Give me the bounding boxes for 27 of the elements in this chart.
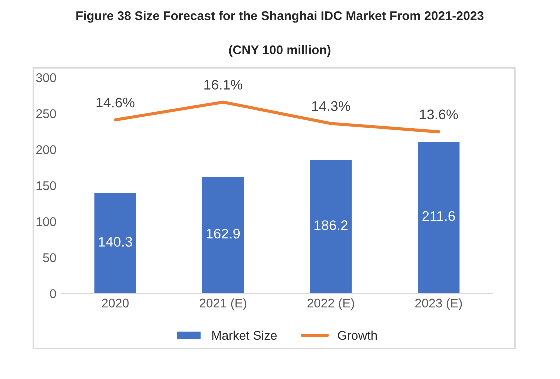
y-tick-label: 50 [43, 254, 56, 262]
bar [416, 140, 462, 294]
data-label: 186.2 [314, 220, 348, 230]
data-label: 162.9 [206, 228, 240, 239]
bar [308, 158, 354, 294]
bar [93, 192, 138, 294]
chart-title: Figure 38 Size Forecast for the Shanghai IDC Market From 2021-2023 [76, 11, 484, 23]
legend-label: Growth [338, 330, 378, 340]
legend-label: Market Size [212, 330, 277, 340]
x-tick-label: 2022 (E) [308, 298, 354, 310]
y-tick-label: 250 [36, 110, 56, 118]
y-tick-label: 150 [36, 182, 56, 190]
y-tick-label: 100 [36, 218, 56, 226]
y-tick-label: 300 [36, 73, 56, 82]
data-label: 13.6% [420, 110, 458, 120]
bar [201, 176, 246, 294]
data-label: 16.1% [204, 80, 242, 90]
data-label: 140.3 [99, 237, 132, 247]
y-tick-label: 200 [36, 146, 56, 154]
x-tick-label: 2023 (E) [416, 298, 462, 310]
data-label: 14.6% [96, 98, 135, 108]
chart-subtitle: (CNY 100 million) [229, 45, 331, 57]
data-label: 14.3% [312, 101, 350, 112]
y-tick-label: 0 [50, 290, 56, 298]
x-tick-label: 2020 [102, 298, 129, 308]
data-label: 211.6 [422, 211, 456, 222]
x-tick-label: 2021 (E) [200, 298, 246, 310]
